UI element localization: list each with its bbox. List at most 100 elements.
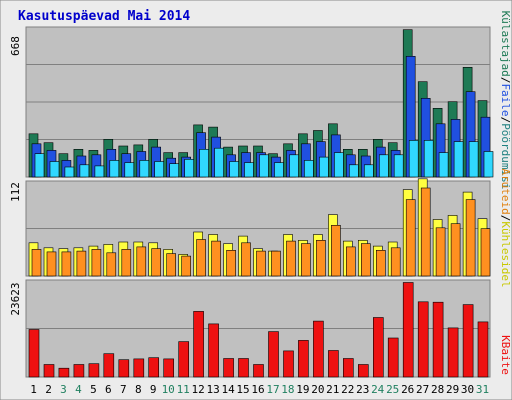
bar-bottom-s0-d2 (43, 364, 55, 378)
bar-top-s2-d22 (348, 164, 359, 178)
bar-top-s2-d14 (229, 161, 239, 178)
legend-middle-sep: / (499, 215, 512, 222)
bar-middle-s1-d25 (390, 247, 401, 277)
bar-bottom-s0-d10 (163, 358, 174, 378)
x-tick-label: 19 (296, 383, 309, 396)
bar-bottom-s0-d24 (372, 317, 384, 378)
bar-middle-s1-d27 (420, 187, 431, 277)
x-tick-label: 26 (401, 383, 414, 396)
bar-middle-s1-d16 (256, 250, 266, 277)
bar-top-s2-d20 (319, 156, 329, 178)
x-tick-label: 1 (30, 383, 37, 396)
bar-top-s2-d27 (423, 140, 434, 178)
bar-bottom-s0-d28 (432, 301, 444, 378)
bar-top-s2-d7 (124, 162, 135, 178)
legend-top-pages: Faile (499, 83, 512, 116)
bar-top-s2-d24 (378, 154, 389, 178)
bar-bottom-s0-d20 (313, 320, 324, 378)
bar-middle-s1-d18 (286, 240, 296, 277)
x-tick-label: 9 (150, 383, 157, 396)
x-tick-label: 14 (221, 383, 235, 396)
bar-middle-s1-d11 (181, 255, 191, 277)
bar-bottom-s0-d3 (58, 367, 70, 378)
bar-bottom-s0-d30 (462, 304, 474, 378)
bar-middle-s1-d23 (360, 243, 371, 277)
bar-bottom-s0-d11 (178, 341, 189, 378)
bar-top-s2-d10 (169, 163, 179, 178)
legend-bottom: KBaite (499, 335, 512, 375)
y-top-label-top: 668 (9, 36, 22, 56)
x-tick-label: 29 (446, 383, 459, 396)
bar-top-s2-d9 (154, 161, 164, 178)
bar-top-s2-d26 (408, 140, 419, 178)
bar-middle-s1-d10 (166, 253, 176, 277)
bar-middle-s1-d8 (136, 246, 147, 277)
bar-middle-s1-d28 (435, 227, 446, 277)
bar-bottom-s0-d31 (477, 321, 489, 378)
x-tick-label: 17 (266, 383, 279, 396)
x-tick-label: 22 (341, 383, 354, 396)
bar-middle-s1-d17 (271, 250, 281, 277)
legend-middle-ip: Aruteid (499, 168, 512, 214)
bar-middle-s1-d14 (226, 250, 236, 277)
bar-bottom-s0-d7 (118, 359, 130, 378)
bar-middle-s1-d21 (331, 225, 341, 277)
bar-top-s2-d30 (468, 141, 479, 178)
x-tick-label: 13 (206, 383, 219, 396)
x-tick-label: 6 (105, 383, 112, 396)
x-tick-label: 25 (386, 383, 399, 396)
bar-bottom-s0-d29 (447, 327, 459, 378)
x-tick-label: 7 (120, 383, 127, 396)
legend-top: Külastajad/Faile/Pöördumisi (499, 11, 512, 190)
bar-top-s2-d12 (199, 149, 209, 178)
y-top-label-middle: 112 (9, 182, 22, 202)
bar-middle-s1-d1 (31, 249, 42, 277)
x-tick-label: 23 (356, 383, 369, 396)
bar-middle-s1-d13 (211, 240, 221, 277)
bar-top-s2-d4 (79, 164, 90, 178)
bar-bottom-s0-d21 (328, 350, 339, 378)
bar-top-s2-d8 (139, 160, 150, 178)
bar-top-s2-d2 (49, 161, 60, 178)
bar-bottom-s0-d5 (88, 363, 100, 378)
bar-top-s2-d29 (453, 141, 464, 178)
bar-bottom-s0-d17 (268, 331, 279, 378)
x-tick-label: 16 (251, 383, 264, 396)
bar-top-s2-d25 (393, 154, 404, 178)
bar-middle-s1-d22 (345, 246, 356, 277)
bar-top-s2-d3 (64, 166, 75, 178)
x-tick-label: 18 (281, 383, 294, 396)
x-tick-label: 28 (431, 383, 444, 396)
bar-bottom-s0-d25 (387, 337, 399, 378)
bar-middle-s1-d12 (196, 239, 206, 277)
bar-top-s2-d15 (244, 162, 254, 178)
bar-middle-s1-d24 (375, 250, 386, 277)
bar-bottom-s0-d9 (148, 357, 159, 378)
legend-top-files: Pöördumisi (499, 123, 512, 189)
bar-bottom-s0-d8 (133, 358, 145, 378)
bar-middle-s1-d2 (46, 251, 57, 277)
bar-middle-s1-d3 (61, 251, 72, 277)
bar-bottom-s0-d23 (357, 364, 369, 378)
bar-middle-s1-d7 (121, 249, 132, 277)
bar-top-s2-d13 (214, 147, 224, 178)
bar-top-s2-d19 (304, 160, 314, 178)
bar-bottom-s0-d19 (298, 340, 309, 378)
bar-top-s2-d28 (438, 152, 449, 178)
bar-bottom-s0-d4 (73, 364, 85, 378)
legend-top-sep-2: / (499, 117, 512, 124)
bar-middle-s1-d31 (480, 228, 491, 277)
bar-middle-s1-d26 (405, 199, 416, 277)
bar-top-s2-d5 (94, 165, 105, 178)
x-tick-label: 11 (177, 383, 190, 396)
bar-top-s2-d1 (34, 153, 45, 178)
bar-top-s2-d16 (259, 154, 269, 178)
bar-bottom-s0-d16 (253, 364, 264, 378)
x-tick-label: 15 (236, 383, 249, 396)
x-tick-label: 12 (191, 383, 204, 396)
bar-top-s2-d21 (334, 152, 344, 178)
legend-top-sep-1: / (499, 77, 512, 84)
bar-bottom-s0-d13 (208, 323, 219, 378)
x-tick-label: 30 (461, 383, 474, 396)
